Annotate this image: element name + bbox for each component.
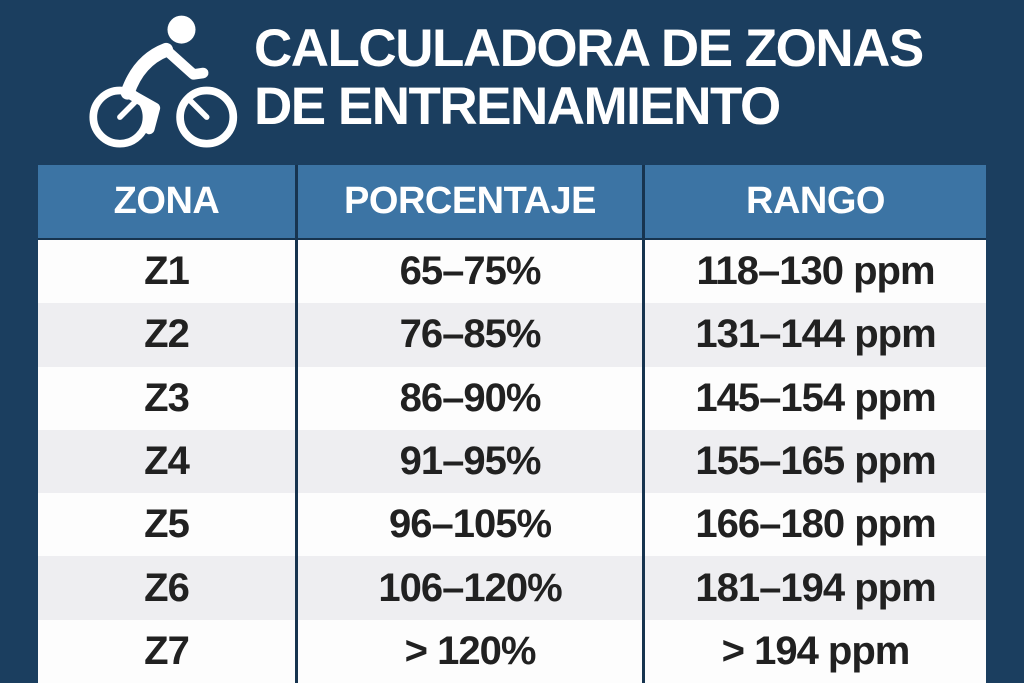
column-header-porcentaje: PORCENTAJE: [295, 165, 642, 238]
range-cell: 118–130 ppm: [642, 240, 986, 304]
zone-cell: Z1: [144, 249, 190, 294]
range-cell: 181–194 ppm: [642, 556, 986, 620]
table-row: Z7 > 120% > 194 ppm: [38, 619, 986, 683]
percentage-cell: 65–75%: [295, 240, 642, 304]
zone-cell: Z4: [144, 438, 190, 483]
percentage-cell: 106–120%: [295, 556, 642, 620]
column-header-zona: ZONA: [113, 180, 220, 222]
table-row: Z1 65–75% 118–130 ppm: [38, 240, 986, 304]
table-header-row: ZONA PORCENTAJE RANGO: [38, 165, 986, 240]
percentage-cell: 76–85%: [295, 303, 642, 367]
column-header-rango: RANGO: [642, 165, 986, 238]
range-cell: 145–154 ppm: [642, 366, 986, 430]
table-row: Z6 106–120% 181–194 ppm: [38, 556, 986, 620]
header-band: CALCULADORA DE ZONAS DE ENTRENAMIENTO: [0, 0, 1024, 165]
zone-cell: Z3: [144, 375, 190, 420]
percentage-cell: 86–90%: [295, 366, 642, 430]
zone-cell: Z2: [144, 312, 190, 357]
percentage-cell: > 120%: [295, 619, 642, 683]
table-row: Z5 96–105% 166–180 ppm: [38, 493, 986, 557]
percentage-cell: 96–105%: [295, 493, 642, 557]
cyclist-icon: [89, 15, 238, 148]
zone-cell: Z5: [144, 502, 190, 547]
range-cell: 155–165 ppm: [642, 429, 986, 494]
table-row: Z2 76–85% 131–144 ppm: [38, 303, 986, 367]
table-row: Z4 91–95% 155–165 ppm: [38, 429, 986, 494]
page-title-line2: DE ENTRENAMIENTO: [254, 77, 781, 136]
range-cell: 166–180 ppm: [642, 493, 986, 557]
table-body: Z1 65–75% 118–130 ppm Z2 76–85% 131–144 …: [38, 240, 986, 683]
training-zones-table: ZONA PORCENTAJE RANGO Z1 65–75% 118–130 …: [38, 165, 986, 683]
range-cell: 131–144 ppm: [642, 303, 986, 367]
page-title: CALCULADORA DE ZONAS DE ENTRENAMIENTO: [254, 19, 924, 136]
percentage-cell: 91–95%: [295, 429, 642, 494]
zone-cell: Z7: [144, 628, 190, 673]
range-cell: > 194 ppm: [642, 619, 986, 683]
page-title-line1: CALCULADORA DE ZONAS: [254, 19, 924, 78]
table-row: Z3 86–90% 145–154 ppm: [38, 366, 986, 430]
zone-cell: Z6: [144, 565, 190, 610]
